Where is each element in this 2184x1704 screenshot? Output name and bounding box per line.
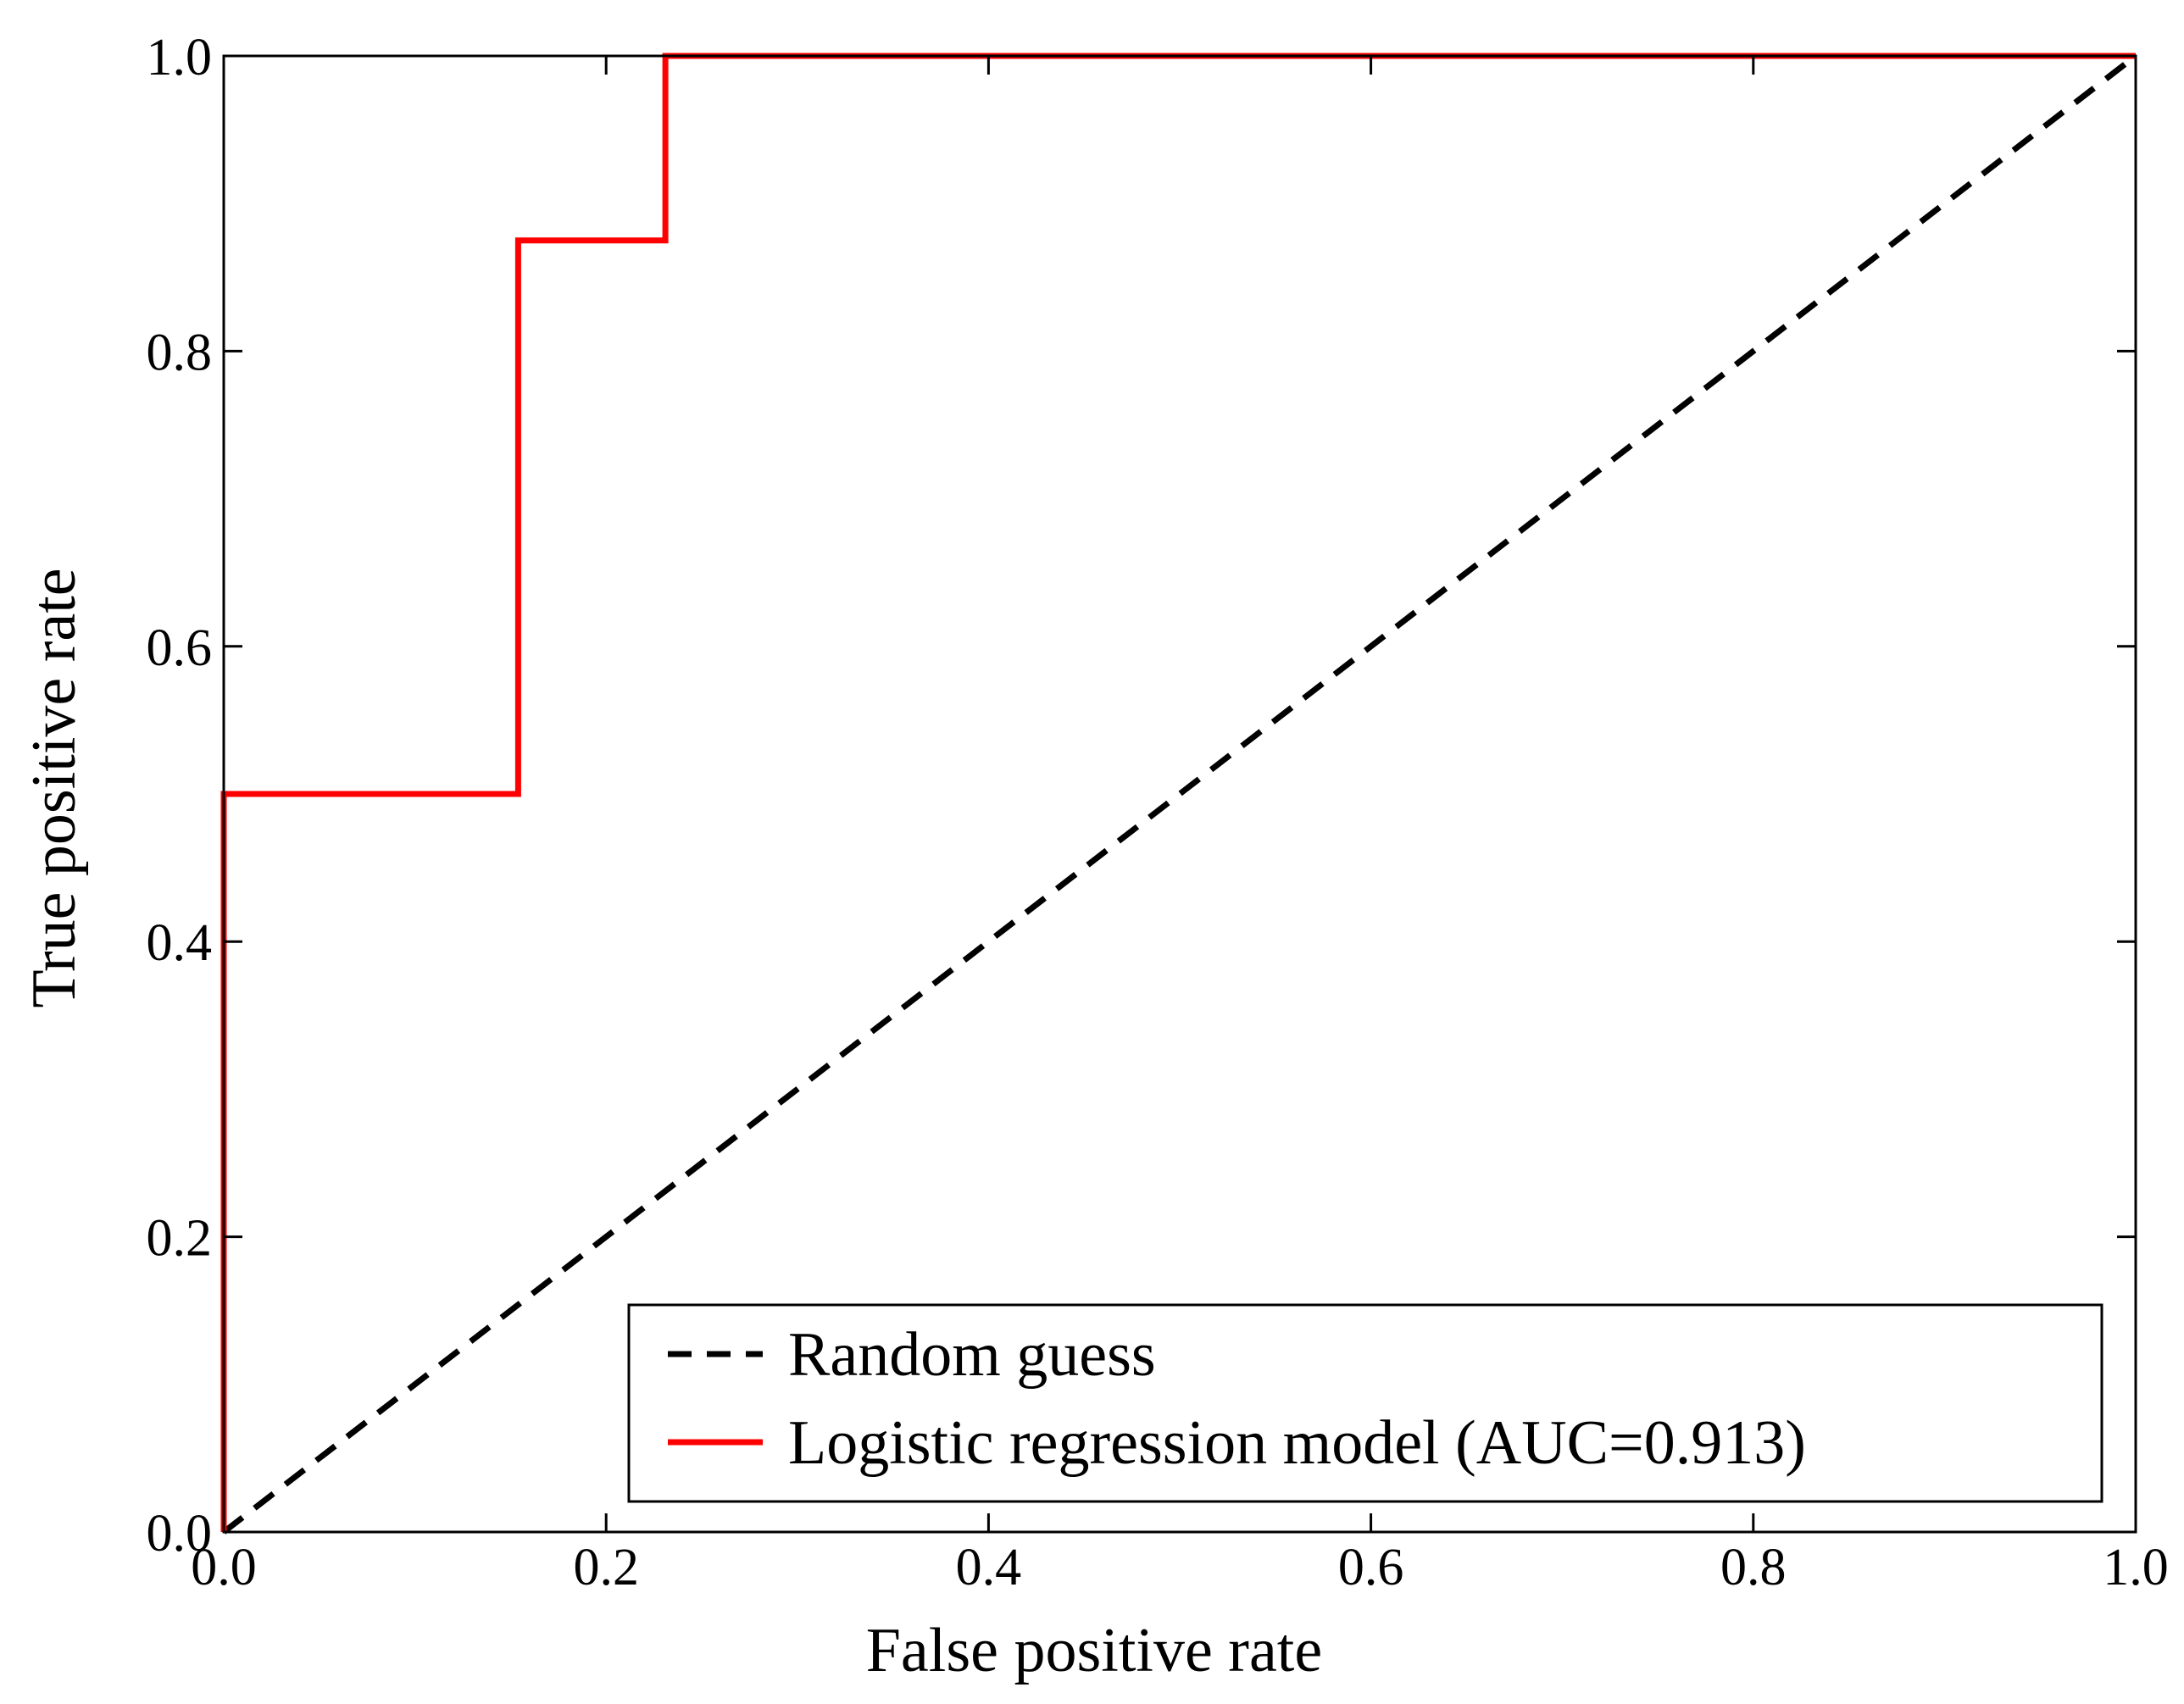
x-tick-label: 1.0 [2103,1539,2169,1596]
y-tick-label: 1.0 [147,29,213,86]
y-tick-label: 0.4 [147,914,213,972]
x-axis-label: False positive rate [866,1616,1322,1685]
y-axis-label: True positive rate [19,568,89,1007]
legend-label-random-guess: Random guess [788,1320,1156,1390]
y-tick-label: 0.6 [147,619,213,677]
plot-frame [222,54,2137,1534]
series-random-guess [221,53,2138,1535]
x-tick-label: 0.0 [191,1539,257,1596]
y-tick-label: 0.2 [147,1210,213,1268]
legend: Random guess Logistic regression model (… [627,1303,2103,1503]
x-tick-label: 0.6 [1338,1539,1404,1596]
legend-label-logistic-regression: Logistic regression model (AUC=0.913) [788,1408,1806,1478]
x-tick-label: 0.8 [1720,1539,1787,1596]
x-tick-label: 0.2 [573,1539,639,1596]
legend-box [627,1303,2103,1503]
y-tick-label: 0.0 [147,1505,213,1562]
x-tick-label: 0.4 [956,1539,1022,1596]
y-tick-label: 0.8 [147,324,213,381]
tick-layer: 0.0 0.2 0.4 0.6 0.8 1.0 0.0 0.2 0.4 0.6 0.8 1.0 [147,29,2169,1596]
